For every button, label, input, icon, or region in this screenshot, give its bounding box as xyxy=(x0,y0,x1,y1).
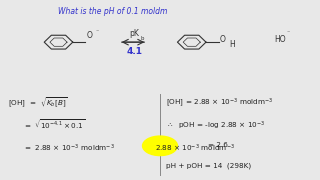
Text: ⁻: ⁻ xyxy=(287,32,290,37)
Text: pH + pOH = 14  (298K): pH + pOH = 14 (298K) xyxy=(166,163,252,169)
Text: $[\mathregular{OH}]$  =  $\sqrt{K_b[B]}$: $[\mathregular{OH}]$ = $\sqrt{K_b[B]}$ xyxy=(8,95,68,109)
Text: O: O xyxy=(87,31,92,40)
Text: pK: pK xyxy=(130,29,140,38)
Text: What is the pH of 0.1 moldm: What is the pH of 0.1 moldm xyxy=(59,7,168,16)
Text: O: O xyxy=(220,35,226,44)
Text: H: H xyxy=(229,40,235,49)
Text: = 2.6: = 2.6 xyxy=(208,142,228,148)
Text: $[\mathregular{OH}]$ = 2.88 $\times$ 10$^{-3}$ moldm$^{-3}$: $[\mathregular{OH}]$ = 2.88 $\times$ 10$… xyxy=(166,96,274,109)
Text: 4.1: 4.1 xyxy=(127,46,143,55)
Text: b: b xyxy=(141,36,144,41)
Text: =  2.88 $\times$ 10$^{-3}$ moldm$^{-3}$: = 2.88 $\times$ 10$^{-3}$ moldm$^{-3}$ xyxy=(24,143,114,154)
Circle shape xyxy=(142,136,178,156)
Text: =  $\sqrt{10^{-4.1} \times 0.1}$: = $\sqrt{10^{-4.1} \times 0.1}$ xyxy=(24,118,85,132)
Text: HO: HO xyxy=(275,35,286,44)
Text: $\therefore$  pOH = -log 2.88 $\times$ 10$^{-3}$: $\therefore$ pOH = -log 2.88 $\times$ 10… xyxy=(166,119,266,132)
Text: 2.88 $\times$ 10$^{-3}$ moldm$^{-3}$: 2.88 $\times$ 10$^{-3}$ moldm$^{-3}$ xyxy=(155,143,235,154)
Text: ⁻: ⁻ xyxy=(96,31,99,36)
